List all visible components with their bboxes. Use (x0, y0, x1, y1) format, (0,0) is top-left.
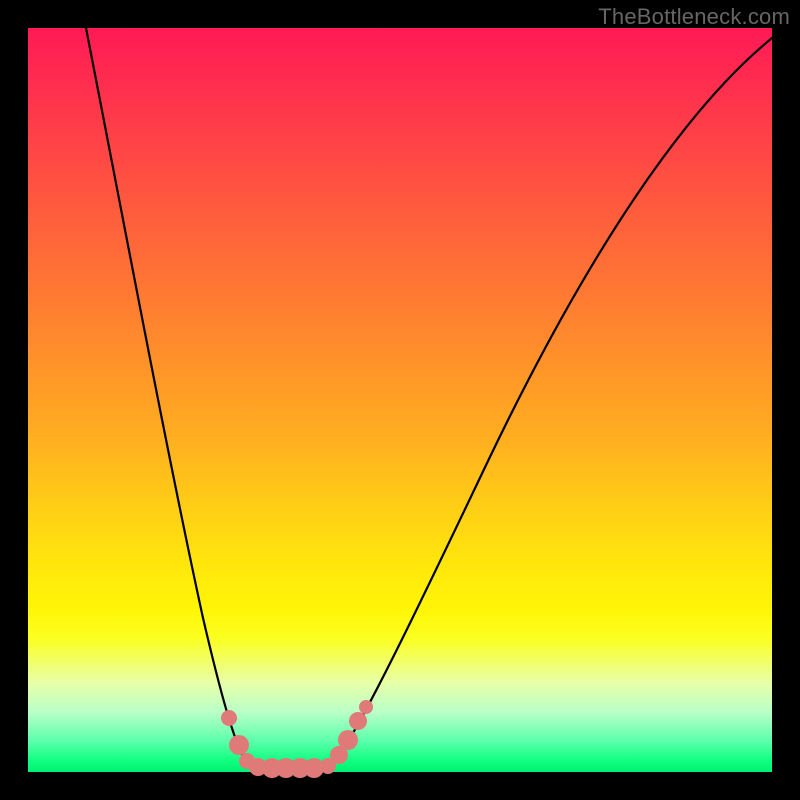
trough-marker (349, 712, 367, 730)
trough-marker (221, 710, 237, 726)
trough-marker (359, 700, 373, 714)
trough-marker (338, 730, 358, 750)
trough-markers (28, 28, 772, 772)
plot-area (28, 28, 772, 772)
watermark-text: TheBottleneck.com (598, 4, 790, 30)
trough-marker (229, 735, 249, 755)
